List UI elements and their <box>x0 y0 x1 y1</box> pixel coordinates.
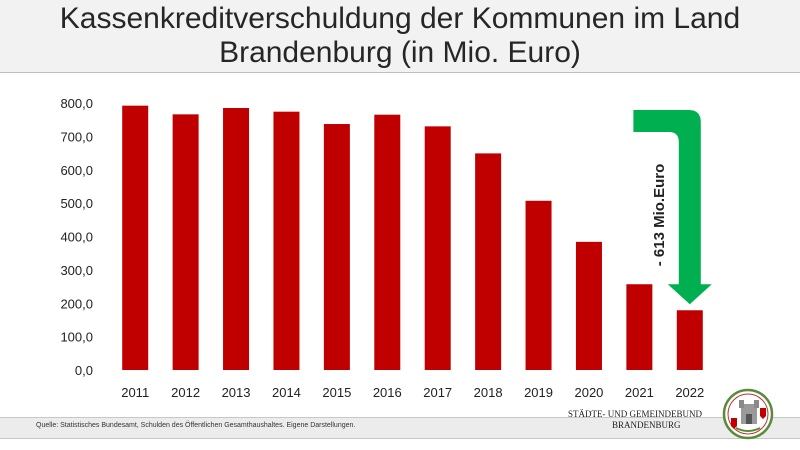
bar-2022 <box>676 310 703 370</box>
bar-2011 <box>122 105 149 371</box>
bar-2014 <box>273 111 300 371</box>
x-tick-label: 2013 <box>222 385 251 400</box>
y-axis: 0,0 100,0 200,0 300,0 400,0 500,0 600,0 700,0 80… <box>60 96 93 378</box>
org-name-line-1: STÄDTE- UND GEMEINDEBUND <box>568 409 702 419</box>
x-tick-label: 2017 <box>423 385 452 400</box>
y-tick-label: 0,0 <box>75 363 93 378</box>
bar-2019 <box>525 200 552 370</box>
org-name-line-2: BRANDENBURG <box>612 420 681 430</box>
y-tick-label: 800,0 <box>60 96 93 111</box>
bar-2013 <box>223 108 250 370</box>
x-tick-label: 2020 <box>574 385 603 400</box>
y-tick-label: 100,0 <box>60 330 93 345</box>
bar-2016 <box>374 114 401 371</box>
title-area: Kassenkreditverschuldung der Kommunen im… <box>0 0 800 73</box>
x-tick-label: 2011 <box>121 385 149 400</box>
bar-2021 <box>626 284 653 370</box>
x-tick-label: 2022 <box>675 385 704 400</box>
x-tick-label: 2016 <box>373 385 402 400</box>
decline-annotation-label: - 613 Mio.Euro <box>651 164 668 267</box>
y-tick-label: 500,0 <box>60 196 93 211</box>
bar-2012 <box>172 114 199 370</box>
x-tick-label: 2015 <box>322 385 351 400</box>
x-tick-label: 2014 <box>272 385 301 400</box>
decline-annotation: - 613 Mio.Euro <box>633 110 712 305</box>
footer-bar <box>0 417 800 439</box>
bars <box>122 105 703 371</box>
x-tick-label: 2021 <box>625 385 654 400</box>
x-axis: 2011 2012 2013 2014 2015 2016 2017 2018 2019 2020… <box>121 385 704 400</box>
y-tick-label: 700,0 <box>60 129 93 144</box>
x-tick-label: 2018 <box>474 385 503 400</box>
y-tick-label: 600,0 <box>60 163 93 178</box>
x-tick-label: 2012 <box>171 385 200 400</box>
bar-2017 <box>424 126 451 370</box>
bar-2020 <box>575 241 602 370</box>
y-tick-label: 400,0 <box>60 230 93 245</box>
x-tick-label: 2019 <box>524 385 553 400</box>
source-note: Quelle: Statistisches Bundesamt, Schulde… <box>36 422 356 429</box>
chart-title-line-1: Kassenkreditverschuldung der Kommunen im… <box>59 2 741 35</box>
bar-2015 <box>323 124 350 371</box>
decline-arrow <box>633 110 712 305</box>
org-logo-icon <box>722 388 774 440</box>
y-tick-label: 300,0 <box>60 263 93 278</box>
y-tick-label: 200,0 <box>60 296 93 311</box>
bar-2018 <box>475 153 502 370</box>
chart-title-line-2: Brandenburg (in Mio. Euro) <box>219 36 581 69</box>
